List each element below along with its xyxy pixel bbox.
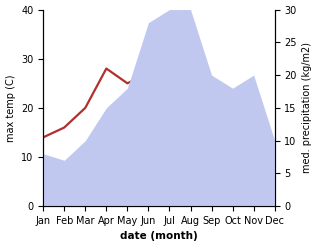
X-axis label: date (month): date (month): [120, 231, 198, 242]
Y-axis label: max temp (C): max temp (C): [5, 74, 16, 142]
Y-axis label: med. precipitation (kg/m2): med. precipitation (kg/m2): [302, 42, 313, 173]
